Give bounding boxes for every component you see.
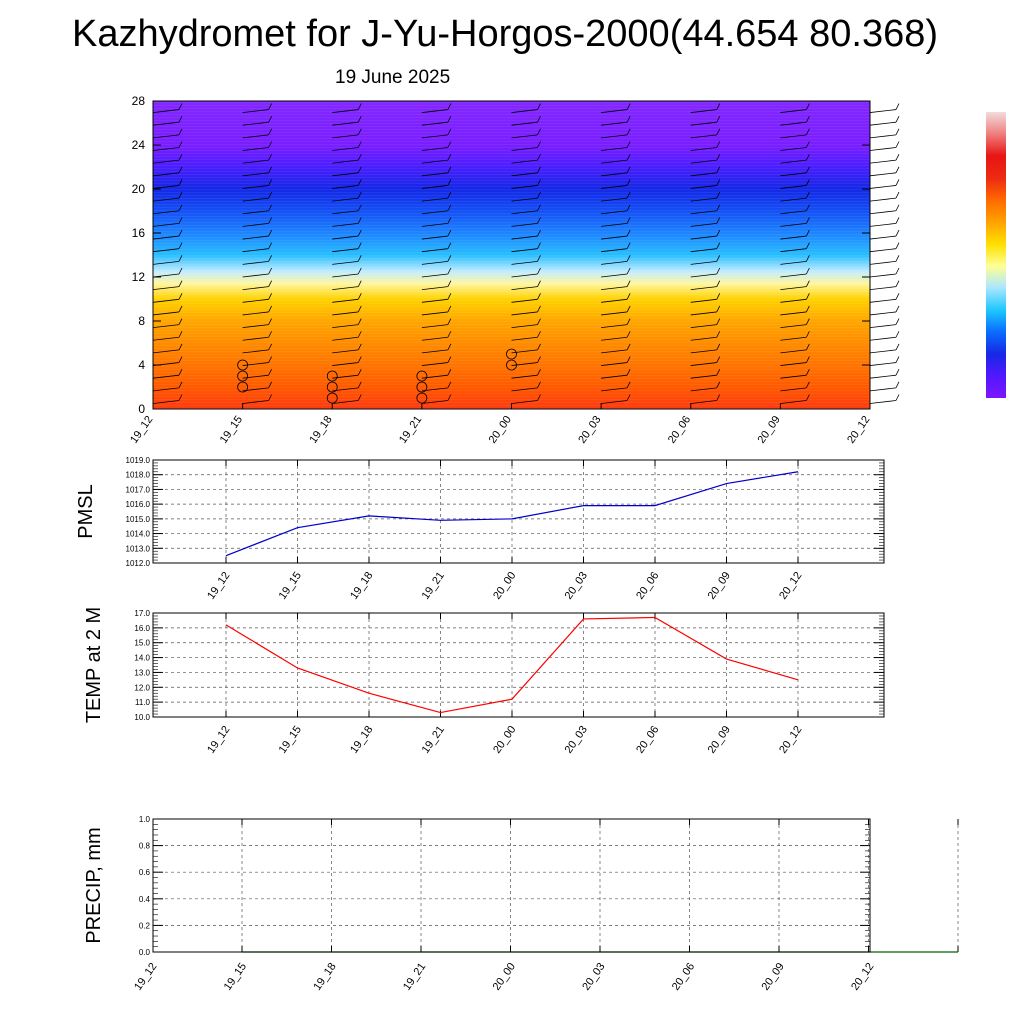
x-tick-label: 19_21 (397, 414, 424, 446)
y-tick-label: 8 (138, 314, 145, 328)
calm-marker (237, 359, 249, 371)
x-tick-label: 19_18 (311, 961, 338, 993)
x-tick-label: 20_00 (491, 724, 518, 756)
y-tick-label: 12 (132, 270, 146, 284)
cross-section-panel: 0 4 8 12 16 20 24 28 19_12 19_15 19_18 19_21 20_00 20… (128, 94, 900, 446)
x-tick-label: 19_15 (277, 724, 304, 756)
y-tick-label: 0 (138, 402, 145, 416)
y-tick-label: 0.2 (139, 921, 151, 930)
wind-barb-column (421, 103, 452, 404)
x-tick-label: 20_03 (580, 961, 607, 993)
calm-marker (416, 381, 428, 393)
calm-marker (326, 370, 338, 382)
chart-title: Kazhydromet for J-Yu-Horgos-2000(44.654 … (71, 13, 939, 55)
y-tick-label: 1019.0 (126, 456, 151, 465)
x-tick-label: 20_12 (777, 724, 804, 756)
x-tick-label: 20_03 (563, 570, 590, 602)
y-tick-label: 20 (132, 182, 146, 196)
precip-panel: 0.0 0.2 0.4 0.6 0.8 1.0 PRECIP, mm 19_12 19_15 19… (83, 815, 959, 993)
y-tick-label: 15.0 (134, 639, 150, 648)
x-tick-label: 20_09 (759, 961, 786, 993)
y-tick-label: 1013.0 (126, 544, 151, 553)
x-tick-label: 20_12 (849, 961, 876, 993)
x-tick-label: 19_15 (218, 414, 245, 446)
wind-barb-column (869, 103, 900, 404)
x-tick-label: 20_00 (487, 414, 514, 446)
wind-barb-column (780, 103, 810, 404)
x-tick-label: 19_18 (307, 414, 334, 446)
y-tick-label: 10.0 (134, 713, 150, 722)
x-tick-label: 19_21 (401, 961, 428, 993)
calm-marker (326, 381, 338, 393)
x-tick-label: 20_09 (706, 724, 733, 756)
x-tick-label: 19_18 (348, 570, 375, 602)
x-tick-label: 19_12 (205, 724, 232, 756)
x-tick-label: 20_03 (576, 414, 603, 446)
x-tick-label: 20_00 (491, 961, 518, 993)
contour-lines (153, 101, 870, 409)
x-tick-label: 20_06 (670, 961, 697, 993)
y-axis-label: PRECIP, mm (83, 827, 105, 943)
y-tick-label: 1.0 (139, 815, 151, 824)
y-tick-label: 13.0 (134, 668, 150, 677)
y-tick-label: 1014.0 (126, 530, 151, 539)
y-tick-label: 1012.0 (126, 559, 151, 568)
x-tick-label: 20_09 (706, 570, 733, 602)
x-tick-label: 19_12 (205, 570, 232, 602)
x-tick-label: 19_21 (420, 724, 447, 756)
x-tick-label: 20_00 (491, 570, 518, 602)
wind-barb-column (690, 103, 721, 404)
x-tick-label: 19_21 (420, 570, 447, 602)
wind-barb-column (332, 103, 362, 404)
y-tick-label: 28 (132, 94, 146, 108)
temp-panel: 10.0 11.0 12.0 13.0 14.0 15.0 16.0 17.0 19_12 19_… (83, 607, 885, 756)
y-axis-label: TEMP at 2 M (83, 607, 105, 723)
y-axis-label: PMSL (75, 484, 97, 538)
y-tick-label: 16.0 (134, 624, 150, 633)
y-tick-label: 0.8 (139, 842, 151, 851)
y-tick-label: 4 (138, 358, 145, 372)
y-tick-label: 16 (132, 226, 146, 240)
pmsl-panel: 1012.0 1013.0 1014.0 1015.0 1016.0 1017.0 1018… (75, 456, 885, 602)
x-tick-label: 20_06 (634, 724, 661, 756)
wind-barb-column (242, 103, 272, 404)
x-tick-label: 20_12 (777, 570, 804, 602)
wind-barb-column (511, 103, 541, 404)
calm-marker (416, 370, 428, 382)
x-tick-label: 19_12 (132, 961, 159, 993)
x-tick-label: 20_03 (563, 724, 590, 756)
y-tick-label: 1015.0 (126, 515, 151, 524)
x-tick-label: 19_12 (128, 414, 155, 446)
y-tick-label: 17.0 (134, 609, 150, 618)
panel-frame (152, 459, 885, 564)
calm-marker (506, 348, 517, 360)
panel-frame (152, 612, 885, 718)
panel-frame (152, 818, 871, 953)
x-tick-label: 20_06 (634, 570, 661, 602)
date-subtitle: 19 June 2025 (335, 67, 451, 88)
y-tick-label: 12.0 (134, 683, 150, 692)
x-tick-label: 19_15 (222, 961, 249, 993)
y-tick-label: 11.0 (135, 698, 151, 707)
x-tick-label: 20_12 (845, 414, 872, 446)
y-tick-label: 24 (132, 138, 146, 152)
wind-barb-column (601, 103, 631, 404)
y-tick-label: 0.4 (139, 895, 151, 904)
y-tick-label: 1018.0 (126, 471, 151, 480)
colorbar (986, 112, 1006, 398)
x-tick-label: 19_15 (277, 570, 304, 602)
x-tick-label: 20_09 (755, 414, 782, 446)
y-tick-label: 0.0 (139, 948, 151, 957)
calm-marker (237, 381, 249, 393)
x-tick-label: 19_18 (348, 724, 375, 756)
calm-marker (237, 370, 249, 382)
x-tick-label: 20_06 (666, 414, 693, 446)
y-tick-label: 0.6 (139, 868, 151, 877)
calm-marker (506, 359, 517, 371)
y-tick-label: 1017.0 (126, 485, 151, 494)
y-tick-label: 1016.0 (126, 500, 151, 509)
y-tick-label: 14.0 (134, 654, 150, 663)
